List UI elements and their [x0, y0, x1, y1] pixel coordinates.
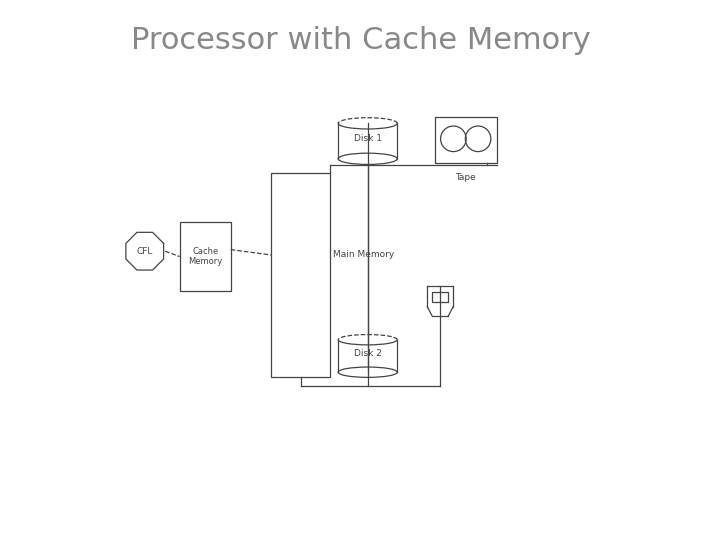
Text: Cache
Memory: Cache Memory — [188, 247, 222, 266]
Text: Main Memory: Main Memory — [333, 251, 394, 259]
Text: Tape: Tape — [455, 173, 476, 183]
Text: Processor with Cache Memory: Processor with Cache Memory — [131, 25, 591, 55]
Text: Disk 2: Disk 2 — [354, 349, 382, 358]
Bar — [180, 221, 230, 292]
Bar — [271, 173, 330, 377]
Bar — [435, 117, 497, 163]
Text: Disk 1: Disk 1 — [354, 134, 382, 143]
Text: CFL: CFL — [137, 247, 153, 256]
Bar — [433, 292, 448, 302]
